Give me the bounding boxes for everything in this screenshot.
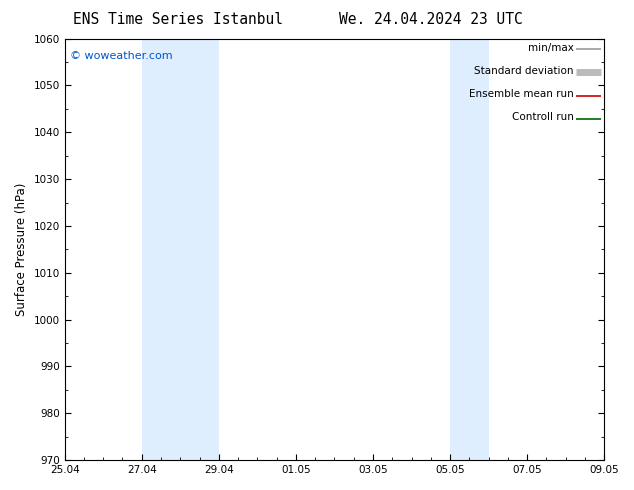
Text: Standard deviation: Standard deviation: [474, 66, 574, 76]
Bar: [142, 39, 219, 460]
Text: Ensemble mean run: Ensemble mean run: [469, 89, 574, 99]
Bar: [450, 39, 489, 460]
Text: min/max: min/max: [528, 43, 574, 53]
Text: ENS Time Series Istanbul: ENS Time Series Istanbul: [72, 12, 283, 27]
Text: Controll run: Controll run: [512, 112, 574, 122]
Text: © woweather.com: © woweather.com: [70, 51, 172, 61]
Y-axis label: Surface Pressure (hPa): Surface Pressure (hPa): [15, 183, 28, 316]
Text: We. 24.04.2024 23 UTC: We. 24.04.2024 23 UTC: [339, 12, 523, 27]
